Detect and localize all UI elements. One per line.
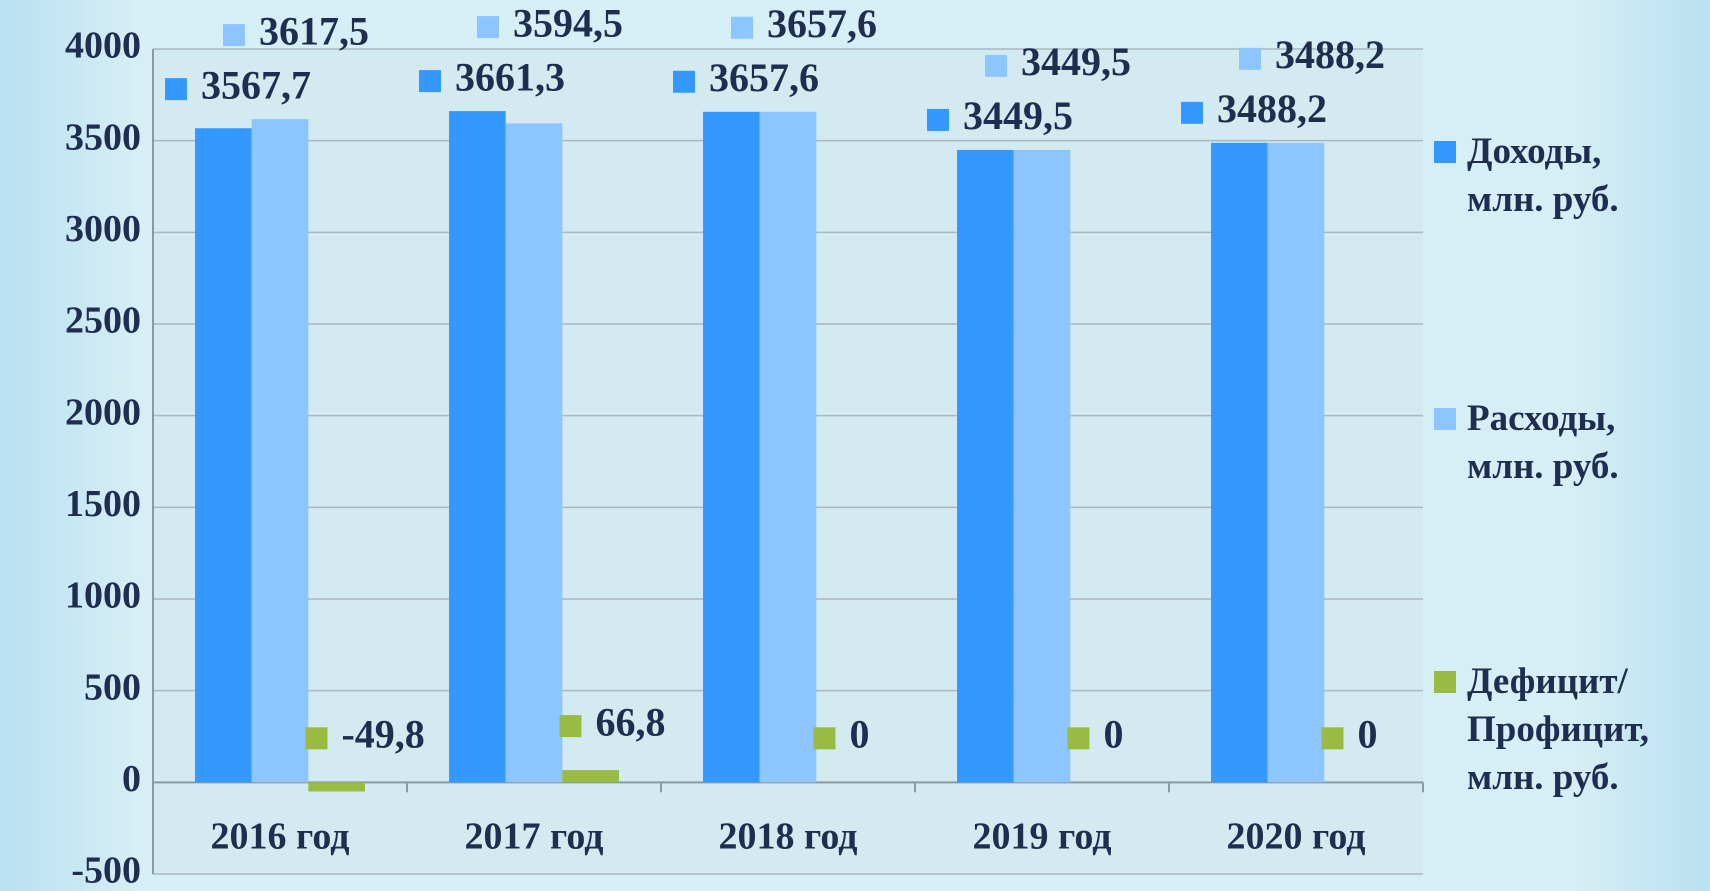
label-swatch xyxy=(673,70,695,93)
bar xyxy=(195,128,252,783)
data-label: 3617,5 xyxy=(259,8,369,53)
legend-label: Дефицит/ Профицит, млн. руб. xyxy=(1467,661,1650,798)
bar xyxy=(562,770,619,783)
bar xyxy=(505,123,563,783)
y-tick-label: 3000 xyxy=(65,208,141,250)
bar xyxy=(308,782,365,792)
data-label: 3488,2 xyxy=(1275,32,1385,77)
bar xyxy=(1013,149,1071,783)
y-tick-label: 1000 xyxy=(65,575,141,617)
data-label: 0 xyxy=(1103,712,1123,757)
bar xyxy=(1211,142,1268,783)
data-label: 3661,3 xyxy=(455,54,565,99)
bar xyxy=(449,111,506,783)
bar xyxy=(1267,142,1325,783)
y-tick-label: 0 xyxy=(122,758,141,800)
data-label: 0 xyxy=(849,712,869,757)
x-tick-label: 2016 год xyxy=(211,816,350,858)
legend-swatch xyxy=(1434,141,1456,163)
label-swatch xyxy=(927,108,949,131)
label-swatch xyxy=(1321,727,1344,750)
legend-label: Доходы, млн. руб. xyxy=(1467,131,1619,220)
bar xyxy=(703,111,760,783)
y-tick-label: 4000 xyxy=(65,25,141,67)
label-swatch xyxy=(1181,101,1203,124)
bar xyxy=(759,111,817,783)
data-label: 0 xyxy=(1357,712,1377,757)
label-swatch xyxy=(223,24,245,47)
bar xyxy=(957,149,1014,783)
legend-swatch xyxy=(1434,671,1456,693)
label-swatch xyxy=(165,78,187,101)
label-swatch xyxy=(305,727,328,750)
y-tick-label: 1500 xyxy=(65,483,141,525)
y-tick-label: 2000 xyxy=(65,391,141,433)
y-tick-label: 2500 xyxy=(65,300,141,342)
x-tick-label: 2019 год xyxy=(973,816,1112,858)
data-label: 3567,7 xyxy=(201,62,311,107)
x-tick-label: 2018 год xyxy=(719,816,858,858)
legend-swatch xyxy=(1434,408,1456,430)
label-swatch xyxy=(477,16,499,39)
bar xyxy=(251,119,309,783)
data-label: 3657,6 xyxy=(767,1,877,46)
data-label: -49,8 xyxy=(341,712,424,757)
y-tick-label: 3500 xyxy=(65,116,141,158)
y-tick-label: 500 xyxy=(84,666,141,708)
data-label: 3657,6 xyxy=(709,55,819,100)
data-label: 66,8 xyxy=(595,699,665,744)
data-label: 3449,5 xyxy=(1021,39,1131,84)
label-swatch xyxy=(813,727,836,750)
label-swatch xyxy=(1067,727,1090,750)
label-swatch xyxy=(559,715,582,738)
legend-label: Расходы, млн. руб. xyxy=(1467,398,1619,487)
data-label: 3488,2 xyxy=(1217,86,1327,131)
data-label: 3449,5 xyxy=(963,93,1073,138)
x-tick-label: 2017 год xyxy=(465,816,604,858)
label-swatch xyxy=(985,54,1007,77)
label-swatch xyxy=(419,70,441,93)
data-label: 3594,5 xyxy=(513,0,623,45)
y-tick-label: -500 xyxy=(71,850,141,891)
x-tick-label: 2020 год xyxy=(1227,816,1366,858)
label-swatch xyxy=(1239,47,1261,70)
label-swatch xyxy=(731,16,753,39)
